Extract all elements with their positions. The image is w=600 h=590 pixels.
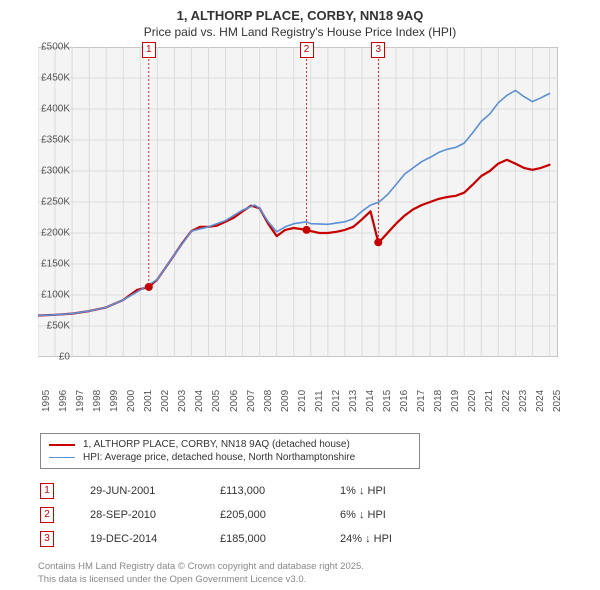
sales-row-date: 29-JUN-2001 [90,485,220,497]
x-tick-label: 1995 [41,390,52,412]
y-tick-label: £250K [41,197,70,208]
sales-row-marker: 2 [40,507,54,523]
y-tick-label: £0 [59,352,70,363]
sales-row: 1 29-JUN-2001£113,0001% ↓ HPI [40,479,600,503]
sales-row-price: £185,000 [220,533,340,545]
x-tick-label: 2000 [126,390,137,412]
legend-item: 1, ALTHORP PLACE, CORBY, NN18 9AQ (detac… [49,438,411,451]
y-tick-label: £100K [41,290,70,301]
x-tick-label: 2021 [484,390,495,412]
x-tick-label: 2010 [297,390,308,412]
x-tick-label: 2020 [467,390,478,412]
x-tick-label: 2002 [160,390,171,412]
sales-row: 2 28-SEP-2010£205,0006% ↓ HPI [40,503,600,527]
chart-subtitle: Price paid vs. HM Land Registry's House … [20,25,580,39]
x-tick-label: 2023 [518,390,529,412]
chart-container: 1, ALTHORP PLACE, CORBY, NN18 9AQ Price … [0,0,600,590]
x-tick-label: 2006 [229,390,240,412]
y-tick-label: £150K [41,259,70,270]
x-tick-label: 1996 [58,390,69,412]
sale-marker-2: 2 [300,42,314,58]
attribution-footer: Contains HM Land Registry data © Crown c… [38,561,600,587]
y-tick-label: £350K [41,135,70,146]
footer-line1: Contains HM Land Registry data © Crown c… [38,561,600,574]
x-tick-label: 2009 [280,390,291,412]
legend: 1, ALTHORP PLACE, CORBY, NN18 9AQ (detac… [40,433,420,469]
legend-item: HPI: Average price, detached house, Nort… [49,451,411,464]
chart-area: £0 £50K £100K £150K £200K £250K £300K £350K £400… [38,47,598,387]
legend-label: 1, ALTHORP PLACE, CORBY, NN18 9AQ (detac… [83,439,350,450]
sales-row-delta: 1% ↓ HPI [340,485,460,497]
x-tick-label: 2013 [348,390,359,412]
y-tick-label: £400K [41,104,70,115]
x-tick-label: 2015 [382,390,393,412]
legend-swatch [49,444,75,446]
title-block: 1, ALTHORP PLACE, CORBY, NN18 9AQ Price … [0,0,600,43]
x-tick-label: 1998 [92,390,103,412]
x-tick-label: 2025 [552,390,563,412]
chart-svg [38,47,558,357]
y-tick-label: £500K [41,42,70,53]
y-tick-label: £300K [41,166,70,177]
sales-row: 3 19-DEC-2014£185,00024% ↓ HPI [40,527,600,551]
legend-label: HPI: Average price, detached house, Nort… [83,452,355,463]
sale-marker-1: 1 [142,42,156,58]
x-tick-label: 2005 [211,390,222,412]
sales-row-marker: 1 [40,483,54,499]
y-tick-label: £50K [47,321,70,332]
x-tick-label: 1997 [75,390,86,412]
sales-row-date: 28-SEP-2010 [90,509,220,521]
x-tick-label: 2022 [501,390,512,412]
sales-row-date: 19-DEC-2014 [90,533,220,545]
sales-row-price: £113,000 [220,485,340,497]
x-tick-label: 2024 [535,390,546,412]
y-tick-label: £450K [41,73,70,84]
x-tick-label: 2011 [314,390,325,412]
x-tick-label: 2014 [365,390,376,412]
x-tick-label: 2019 [450,390,461,412]
sales-row-marker: 3 [40,531,54,547]
sale-marker-3: 3 [371,42,385,58]
x-tick-label: 2012 [331,390,342,412]
x-tick-label: 2004 [194,390,205,412]
chart-title: 1, ALTHORP PLACE, CORBY, NN18 9AQ [20,8,580,23]
x-tick-label: 2008 [263,390,274,412]
sales-row-delta: 6% ↓ HPI [340,509,460,521]
x-tick-label: 2007 [246,390,257,412]
sales-row-delta: 24% ↓ HPI [340,533,460,545]
x-tick-label: 2001 [143,390,154,412]
x-tick-label: 1999 [109,390,120,412]
x-tick-label: 2016 [399,390,410,412]
x-tick-label: 2017 [416,390,427,412]
sales-row-price: £205,000 [220,509,340,521]
y-tick-label: £200K [41,228,70,239]
sales-table: 1 29-JUN-2001£113,0001% ↓ HPI 2 28-SEP-2010… [40,479,600,551]
x-tick-label: 2018 [433,390,444,412]
x-tick-label: 2003 [177,390,188,412]
footer-line2: This data is licensed under the Open Gov… [38,574,600,587]
legend-swatch [49,457,75,458]
